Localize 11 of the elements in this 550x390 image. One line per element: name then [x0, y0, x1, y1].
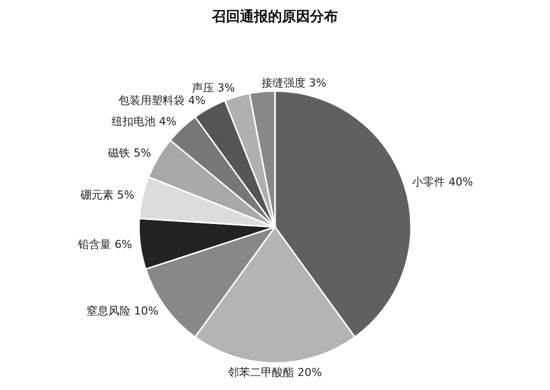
slice-label: 邻苯二甲酸酯 20% — [228, 366, 322, 379]
slice-label: 小零件 40% — [412, 176, 473, 188]
slice-label: 接缝强度 3% — [261, 76, 326, 90]
slice-label: 包装用塑料袋 4% — [118, 94, 206, 107]
slice-label: 声压 3% — [192, 82, 235, 95]
chart-title: 召回通报的原因分布 — [211, 8, 338, 25]
slice-label: 硼元素 5% — [80, 188, 134, 202]
slice-label: 纽扣电池 4% — [111, 115, 176, 128]
slice-label: 窒息风险 10% — [86, 304, 158, 318]
slice-label: 磁铁 5% — [107, 146, 152, 160]
slice-label: 铅含量 6% — [77, 238, 132, 252]
